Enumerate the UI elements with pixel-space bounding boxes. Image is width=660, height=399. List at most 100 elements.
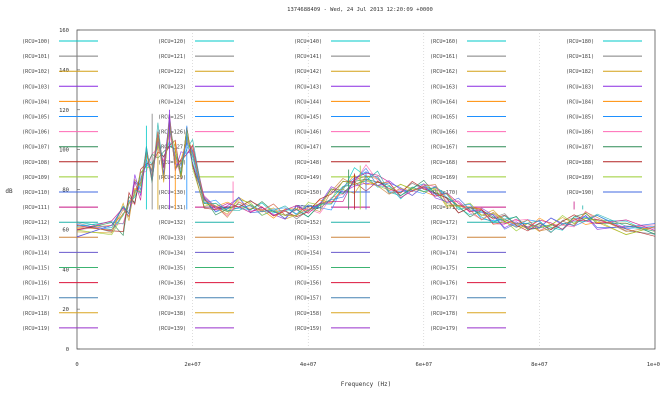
legend-entry-label: (RCU=167) xyxy=(430,145,458,151)
y-tick-label: 40 xyxy=(62,267,69,273)
legend-entry-label: (RCU=182) xyxy=(566,69,594,75)
x-tick-label: 6e+07 xyxy=(416,362,433,368)
legend-entry-label: (RCU=122) xyxy=(158,69,186,75)
legend-entry-label: (RCU=119) xyxy=(22,326,50,332)
x-tick-label: 2e+07 xyxy=(184,362,201,368)
legend-entry-label: (RCU=161) xyxy=(430,54,458,60)
legend-entry-label: (RCU=131) xyxy=(158,205,186,211)
legend-entry-label: (RCU=148) xyxy=(294,160,322,166)
legend-entry-label: (RCU=111) xyxy=(22,205,50,211)
legend-entry-label: (RCU=159) xyxy=(294,326,322,332)
legend-entry-label: (RCU=186) xyxy=(566,130,594,136)
legend-entry-label: (RCU=162) xyxy=(430,69,458,75)
legend-entry-label: (RCU=133) xyxy=(158,235,186,241)
legend-entry-label: (RCU=171) xyxy=(430,205,458,211)
legend-entry-label: (RCU=160) xyxy=(430,39,458,45)
legend-entry-label: (RCU=118) xyxy=(22,311,50,317)
legend-entry-label: (RCU=178) xyxy=(430,311,458,317)
legend-entry-label: (RCU=163) xyxy=(430,84,458,90)
legend-entry-label: (RCU=176) xyxy=(430,281,458,287)
legend-entry-label: (RCU=124) xyxy=(158,99,186,105)
legend-entry-label: (RCU=112) xyxy=(22,220,50,226)
legend-entry-label: (RCU=164) xyxy=(430,99,458,105)
legend-entry-label: (RCU=190) xyxy=(566,190,594,196)
legend-entry-label: (RCU=153) xyxy=(294,235,322,241)
legend-entry-label: (RCU=120) xyxy=(158,39,186,45)
legend-entry-label: (RCU=188) xyxy=(566,160,594,166)
legend-entry-label: (RCU=168) xyxy=(430,160,458,166)
chart-title: 1374688409 - Wed, 24 Jul 2013 12:20:09 +… xyxy=(287,7,433,13)
legend-entry-label: (RCU=181) xyxy=(566,54,594,60)
legend-entry-label: (RCU=138) xyxy=(158,311,186,317)
legend-entry-label: (RCU=107) xyxy=(22,145,50,151)
x-tick-label: 4e+07 xyxy=(300,362,317,368)
legend-entry-label: (RCU=114) xyxy=(22,250,50,256)
x-tick-label: 1e+08 xyxy=(647,362,660,368)
legend-entry-label: (RCU=141) xyxy=(294,54,322,60)
legend-entry-label: (RCU=155) xyxy=(294,266,322,272)
series-line xyxy=(76,120,656,232)
legend-entry-label: (RCU=184) xyxy=(566,99,594,105)
legend-entry-label: (RCU=152) xyxy=(294,220,322,226)
legend-entry-label: (RCU=128) xyxy=(158,160,186,166)
legend-entry-label: (RCU=185) xyxy=(566,115,594,121)
legend-entry-label: (RCU=110) xyxy=(22,190,50,196)
legend-entry-label: (RCU=187) xyxy=(566,145,594,151)
legend-entry-label: (RCU=143) xyxy=(294,84,322,90)
legend-entry-label: (RCU=177) xyxy=(430,296,458,302)
legend-entry-label: (RCU=158) xyxy=(294,311,322,317)
legend-entry-label: (RCU=183) xyxy=(566,84,594,90)
legend-entry-label: (RCU=115) xyxy=(22,266,50,272)
legend-entry-label: (RCU=129) xyxy=(158,175,186,181)
legend-entry-label: (RCU=139) xyxy=(158,326,186,332)
legend-entry-label: (RCU=136) xyxy=(158,281,186,287)
y-tick-label: 80 xyxy=(62,188,69,194)
legend-entry-label: (RCU=175) xyxy=(430,266,458,272)
legend-entry-label: (RCU=154) xyxy=(294,250,322,256)
y-tick-label: 60 xyxy=(62,227,69,233)
legend-entry-label: (RCU=142) xyxy=(294,69,322,75)
legend-entry-label: (RCU=189) xyxy=(566,175,594,181)
legend-entry-label: (RCU=174) xyxy=(430,250,458,256)
legend-entry-label: (RCU=173) xyxy=(430,235,458,241)
legend-entry-label: (RCU=156) xyxy=(294,281,322,287)
y-axis-label: dB xyxy=(5,188,13,195)
legend-entry-label: (RCU=121) xyxy=(158,54,186,60)
y-tick-label: 100 xyxy=(59,148,69,154)
legend-entry-label: (RCU=126) xyxy=(158,130,186,136)
x-tick-label: 0 xyxy=(75,362,78,368)
legend-entry-label: (RCU=172) xyxy=(430,220,458,226)
legend-entry-label: (RCU=157) xyxy=(294,296,322,302)
series-line xyxy=(76,122,656,233)
legend-entry-label: (RCU=130) xyxy=(158,190,186,196)
y-tick-label: 120 xyxy=(59,108,69,114)
x-axis-label: Frequency (Hz) xyxy=(341,381,392,388)
legend-entry-label: (RCU=105) xyxy=(22,115,50,121)
legend-entry-label: (RCU=108) xyxy=(22,160,50,166)
legend-entry-label: (RCU=169) xyxy=(430,175,458,181)
legend-entry-label: (RCU=180) xyxy=(566,39,594,45)
legend-entry-label: (RCU=123) xyxy=(158,84,186,90)
y-tick-label: 160 xyxy=(59,28,69,34)
legend-entry-label: (RCU=116) xyxy=(22,281,50,287)
legend-entry-label: (RCU=134) xyxy=(158,250,186,256)
legend-entry-label: (RCU=104) xyxy=(22,99,50,105)
legend-entry-label: (RCU=145) xyxy=(294,115,322,121)
legend-entry-label: (RCU=113) xyxy=(22,235,50,241)
legend-entry-label: (RCU=137) xyxy=(158,296,186,302)
legend-entry-label: (RCU=166) xyxy=(430,130,458,136)
legend-entry-label: (RCU=179) xyxy=(430,326,458,332)
legend-entry-label: (RCU=103) xyxy=(22,84,50,90)
y-tick-label: 0 xyxy=(66,347,69,353)
legend-entry-label: (RCU=109) xyxy=(22,175,50,181)
legend-entry-label: (RCU=135) xyxy=(158,266,186,272)
legend-entry-label: (RCU=147) xyxy=(294,145,322,151)
legend-entry-label: (RCU=146) xyxy=(294,130,322,136)
legend-entry-label: (RCU=102) xyxy=(22,69,50,75)
legend-entry-label: (RCU=132) xyxy=(158,220,186,226)
x-tick-label: 8e+07 xyxy=(531,362,548,368)
legend-entry-label: (RCU=100) xyxy=(22,39,50,45)
legend-entry-label: (RCU=106) xyxy=(22,130,50,136)
